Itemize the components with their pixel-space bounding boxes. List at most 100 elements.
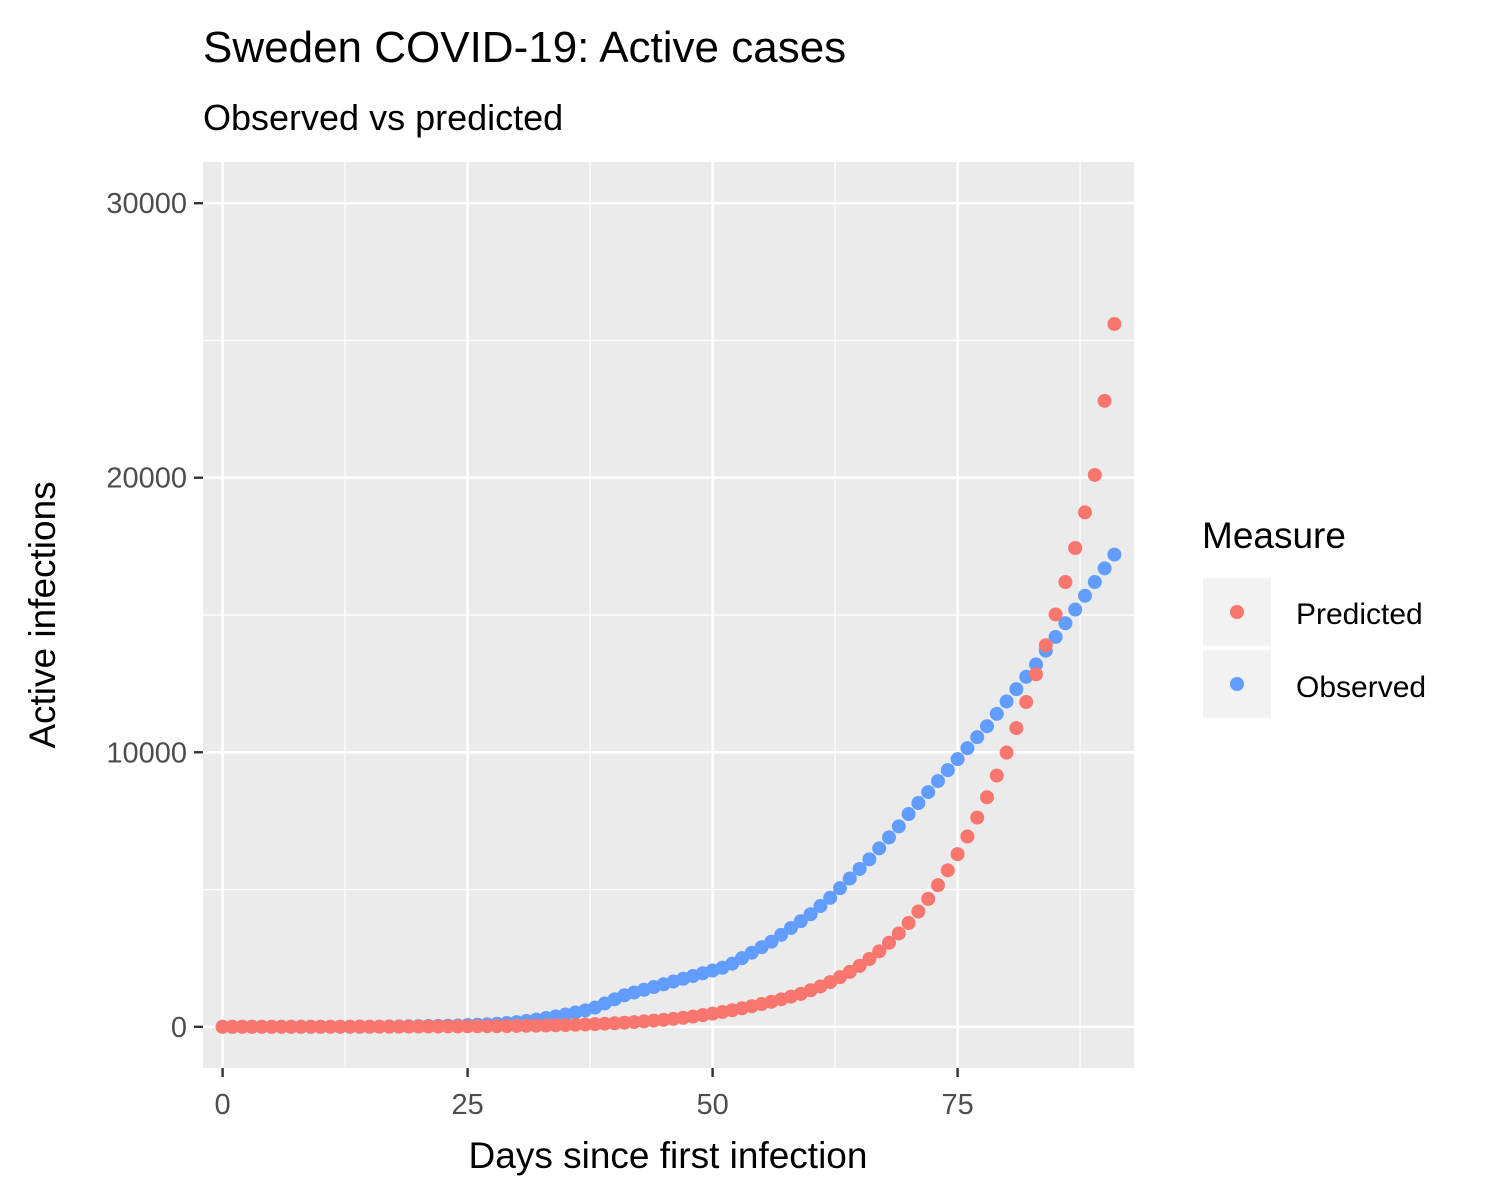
point-predicted bbox=[852, 958, 867, 973]
point-observed bbox=[764, 934, 779, 949]
point-observed bbox=[793, 914, 808, 929]
point-predicted bbox=[921, 891, 936, 906]
point-predicted bbox=[362, 1019, 377, 1034]
point-predicted bbox=[1087, 467, 1102, 482]
x-tick-label: 50 bbox=[696, 1089, 728, 1121]
legend-label-predicted: Predicted bbox=[1296, 598, 1423, 631]
point-observed bbox=[950, 752, 965, 767]
point-predicted bbox=[264, 1019, 279, 1034]
chart-title: Sweden COVID-19: Active cases bbox=[203, 23, 846, 72]
point-observed bbox=[960, 741, 975, 756]
point-predicted bbox=[294, 1019, 308, 1034]
point-predicted bbox=[470, 1019, 485, 1034]
point-observed bbox=[940, 763, 955, 778]
point-observed bbox=[1068, 602, 1083, 617]
point-predicted bbox=[274, 1019, 289, 1034]
legend-title: Measure bbox=[1202, 515, 1346, 556]
point-observed bbox=[970, 730, 985, 745]
point-predicted bbox=[980, 790, 994, 805]
y-axis: 0 10000 20000 30000 bbox=[106, 188, 203, 1044]
legend-dot-observed bbox=[1230, 677, 1244, 691]
x-axis: 0 25 50 75 bbox=[215, 1068, 974, 1121]
point-predicted bbox=[215, 1019, 230, 1034]
y-tick-label: 0 bbox=[171, 1012, 187, 1044]
point-predicted bbox=[1019, 695, 1034, 710]
point-predicted bbox=[970, 810, 985, 825]
point-predicted bbox=[401, 1019, 416, 1034]
point-observed bbox=[842, 871, 857, 886]
legend-dot-predicted bbox=[1230, 605, 1244, 619]
point-predicted bbox=[490, 1019, 504, 1034]
grid-major bbox=[203, 162, 1134, 1068]
point-predicted bbox=[499, 1019, 514, 1034]
point-predicted bbox=[235, 1019, 250, 1034]
point-predicted bbox=[1078, 505, 1092, 520]
point-observed bbox=[901, 807, 916, 822]
point-predicted bbox=[1029, 667, 1043, 682]
point-predicted bbox=[891, 926, 906, 941]
point-predicted bbox=[372, 1019, 387, 1034]
point-observed bbox=[872, 841, 887, 856]
point-observed bbox=[1048, 629, 1063, 644]
y-tick-label: 20000 bbox=[106, 463, 187, 495]
point-predicted bbox=[245, 1019, 259, 1034]
point-predicted bbox=[989, 768, 1004, 783]
point-predicted bbox=[862, 952, 877, 967]
point-predicted bbox=[872, 944, 887, 959]
point-observed bbox=[823, 890, 838, 905]
point-predicted bbox=[960, 829, 975, 844]
point-observed bbox=[882, 830, 896, 845]
point-observed bbox=[784, 920, 798, 935]
point-predicted bbox=[911, 904, 926, 919]
point-predicted bbox=[431, 1019, 446, 1034]
point-observed bbox=[862, 852, 877, 867]
point-predicted bbox=[950, 847, 965, 862]
y-tick-label: 30000 bbox=[106, 188, 187, 220]
point-observed bbox=[980, 719, 994, 734]
point-predicted bbox=[411, 1019, 426, 1034]
point-predicted bbox=[1107, 316, 1122, 331]
point-predicted bbox=[1009, 721, 1024, 736]
point-predicted bbox=[421, 1019, 436, 1034]
point-predicted bbox=[940, 863, 955, 878]
point-predicted bbox=[901, 916, 916, 931]
point-predicted bbox=[254, 1019, 269, 1034]
point-observed bbox=[1058, 616, 1073, 631]
point-predicted bbox=[1097, 393, 1112, 408]
point-observed bbox=[921, 785, 936, 800]
legend-label-observed: Observed bbox=[1296, 671, 1426, 704]
point-observed bbox=[989, 706, 1004, 721]
data-points bbox=[215, 316, 1122, 1034]
point-predicted bbox=[1038, 638, 1053, 653]
point-predicted bbox=[284, 1019, 299, 1034]
point-predicted bbox=[441, 1019, 455, 1034]
point-predicted bbox=[480, 1019, 495, 1034]
point-predicted bbox=[1048, 607, 1063, 622]
grid-minor bbox=[203, 162, 1134, 1068]
point-predicted bbox=[509, 1018, 524, 1033]
point-observed bbox=[803, 907, 818, 922]
point-predicted bbox=[882, 935, 896, 950]
point-predicted bbox=[450, 1019, 465, 1034]
series-predicted bbox=[215, 316, 1122, 1034]
point-predicted bbox=[460, 1019, 475, 1034]
point-predicted bbox=[548, 1018, 563, 1033]
point-predicted bbox=[519, 1018, 534, 1033]
point-predicted bbox=[333, 1019, 348, 1034]
x-tick-label: 0 bbox=[215, 1089, 231, 1121]
point-predicted bbox=[382, 1019, 397, 1034]
point-observed bbox=[891, 819, 906, 834]
point-predicted bbox=[1058, 575, 1073, 590]
point-observed bbox=[1078, 588, 1092, 603]
y-axis-title: Active infections bbox=[22, 481, 63, 748]
point-observed bbox=[1009, 682, 1024, 697]
point-observed bbox=[1029, 657, 1043, 672]
point-predicted bbox=[539, 1018, 553, 1033]
point-observed bbox=[774, 927, 789, 942]
legend: Measure Predicted Observed bbox=[1202, 515, 1426, 718]
point-observed bbox=[852, 861, 867, 876]
point-predicted bbox=[323, 1019, 338, 1034]
point-predicted bbox=[588, 1017, 602, 1032]
point-predicted bbox=[303, 1019, 318, 1034]
